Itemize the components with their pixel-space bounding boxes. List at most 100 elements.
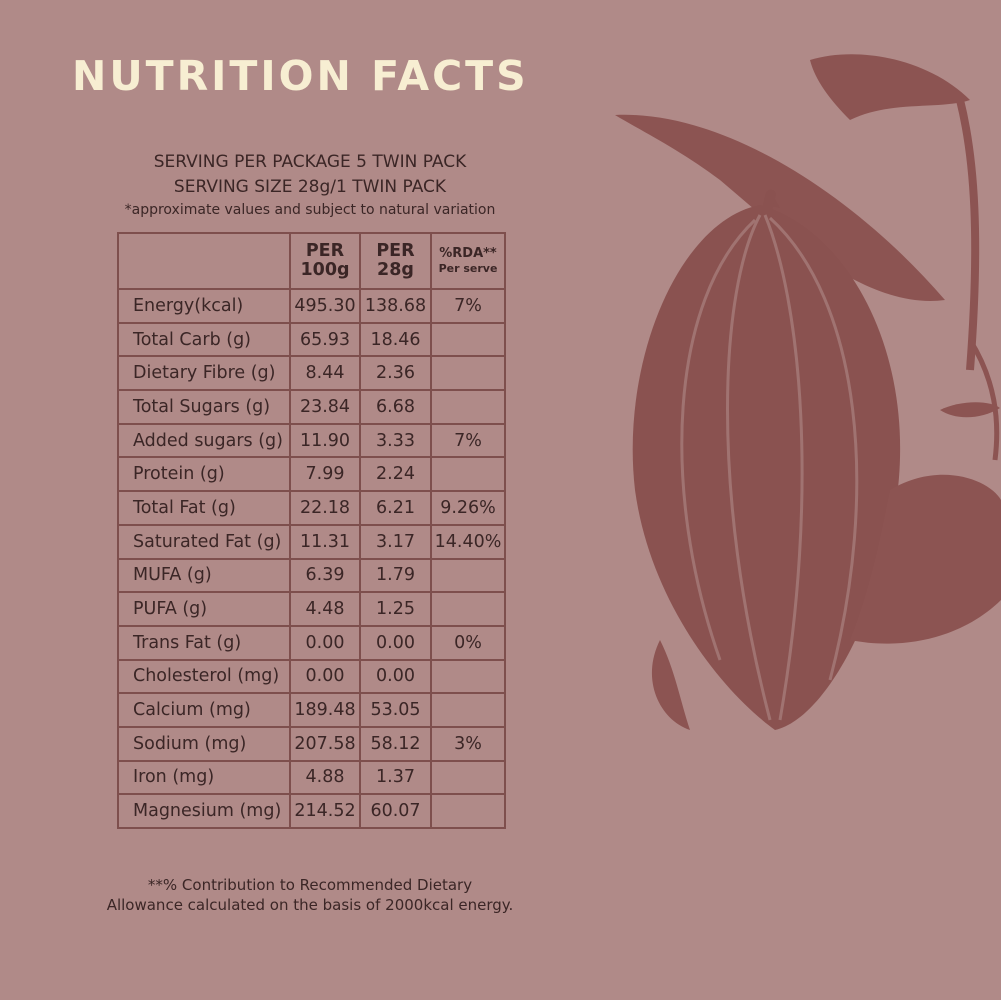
nutrient-name: Dietary Fibre (g) [117, 355, 291, 392]
per-28g: 60.07 [359, 793, 432, 829]
per-28g: 6.68 [359, 389, 432, 425]
per-100g: 4.48 [289, 591, 361, 627]
rda: 9.26% [430, 490, 506, 526]
nutrient-name: Saturated Fat (g) [117, 523, 291, 560]
per-100g: 0.00 [289, 624, 361, 661]
nutrient-name: Iron (mg) [117, 759, 291, 796]
column-header: 28g [377, 260, 414, 280]
rda [430, 692, 506, 728]
per-100g: 207.58 [289, 725, 361, 762]
table-row: Iron (mg) 4.88 1.37 [117, 759, 506, 796]
rda [430, 355, 506, 392]
per-100g: 214.52 [289, 793, 361, 829]
footer-line: Allowance calculated on the basis of 200… [106, 896, 514, 914]
table-row: Sodium (mg) 207.58 58.12 3% [117, 725, 506, 762]
nutrient-name: Calcium (mg) [117, 692, 291, 728]
per-28g: 58.12 [359, 725, 432, 762]
nutrient-name: Energy(kcal) [117, 288, 291, 324]
nutrient-name: Magnesium (mg) [117, 793, 291, 829]
nutrient-name: Sodium (mg) [117, 725, 291, 762]
per-28g: 6.21 [359, 490, 432, 526]
nutrient-name: Added sugars (g) [117, 422, 291, 459]
rda: 7% [430, 288, 506, 324]
per-100g: 189.48 [289, 692, 361, 728]
nutrient-name: MUFA (g) [117, 557, 291, 594]
footer: **% Contribution to Recommended Dietary … [60, 875, 560, 915]
cacao-illustration [615, 54, 1001, 730]
nutrient-name: Total Carb (g) [117, 321, 291, 358]
per-100g: 11.31 [289, 523, 361, 560]
per-28g: 1.25 [359, 591, 432, 627]
column-header: Per serve [438, 262, 498, 275]
rda: 3% [430, 725, 506, 762]
table-row: Total Carb (g) 65.93 18.46 [117, 321, 506, 358]
table-row: MUFA (g) 6.39 1.79 [117, 557, 506, 594]
per-28g: 0.00 [359, 624, 432, 661]
per-28g: 53.05 [359, 692, 432, 728]
per-100g: 7.99 [289, 456, 361, 493]
nutrient-name: Protein (g) [117, 456, 291, 493]
nutrient-name: Cholesterol (mg) [117, 658, 291, 695]
column-header: %RDA** [439, 246, 497, 261]
rda [430, 591, 506, 627]
per-28g: 1.79 [359, 557, 432, 594]
per-28g: 3.17 [359, 523, 432, 560]
table-row: Added sugars (g) 11.90 3.33 7% [117, 422, 506, 459]
header-cell: %RDA** Per serve [430, 232, 506, 290]
table-row: Saturated Fat (g) 11.31 3.17 14.40% [117, 523, 506, 560]
table-row: PUFA (g) 4.48 1.25 [117, 591, 506, 627]
per-100g: 11.90 [289, 422, 361, 459]
header-row: PER 100g PER 28g %RDA** Per serve [117, 232, 506, 290]
table-row: Magnesium (mg) 214.52 60.07 [117, 793, 506, 829]
rda [430, 759, 506, 796]
rda [430, 658, 506, 695]
column-header: PER [376, 241, 415, 261]
table-row: Energy(kcal) 495.30 138.68 7% [117, 288, 506, 324]
nutrition-table: PER 100g PER 28g %RDA** Per serve Energy(kc… [117, 232, 506, 829]
rda: 0% [430, 624, 506, 661]
table-row: Trans Fat (g) 0.00 0.00 0% [117, 624, 506, 661]
column-header: 100g [300, 260, 350, 280]
per-100g: 6.39 [289, 557, 361, 594]
serving-per-package: SERVING PER PACKAGE 5 TWIN PACK [153, 152, 467, 172]
note: *approximate values and subject to natur… [124, 202, 496, 218]
per-28g: 138.68 [359, 288, 432, 324]
per-28g: 18.46 [359, 321, 432, 358]
rda [430, 321, 506, 358]
per-100g: 23.84 [289, 389, 361, 425]
nutrient-name: Total Sugars (g) [117, 389, 291, 425]
nutrient-name: Total Fat (g) [117, 490, 291, 526]
per-28g: 0.00 [359, 658, 432, 695]
header-cell [117, 232, 291, 290]
rda: 7% [430, 422, 506, 459]
table-row: Total Sugars (g) 23.84 6.68 [117, 389, 506, 425]
rda [430, 793, 506, 829]
per-100g: 22.18 [289, 490, 361, 526]
rda: 14.40% [430, 523, 506, 560]
per-28g: 2.36 [359, 355, 432, 392]
column-header: PER [305, 241, 345, 261]
header-cell: PER 28g [359, 232, 432, 290]
title: NUTRITION FACTS [72, 52, 529, 100]
per-28g: 1.37 [359, 759, 432, 796]
table-row: Cholesterol (mg) 0.00 0.00 [117, 658, 506, 695]
table-row: Dietary Fibre (g) 8.44 2.36 [117, 355, 506, 392]
per-100g: 8.44 [289, 355, 361, 392]
header-cell: PER 100g [289, 232, 361, 290]
nutrient-name: PUFA (g) [117, 591, 291, 627]
nutrient-name: Trans Fat (g) [117, 624, 291, 661]
rda [430, 456, 506, 493]
per-100g: 0.00 [289, 658, 361, 695]
footer-line: **% Contribution to Recommended Dietary [147, 876, 473, 894]
table-row: Calcium (mg) 189.48 53.05 [117, 692, 506, 728]
per-100g: 4.88 [289, 759, 361, 796]
serving-size: SERVING SIZE 28g/1 TWIN PACK [173, 177, 447, 197]
per-28g: 3.33 [359, 422, 432, 459]
per-100g: 65.93 [289, 321, 361, 358]
rda [430, 389, 506, 425]
per-100g: 495.30 [289, 288, 361, 324]
table-row: Total Fat (g) 22.18 6.21 9.26% [117, 490, 506, 526]
per-28g: 2.24 [359, 456, 432, 493]
table-row: Protein (g) 7.99 2.24 [117, 456, 506, 493]
